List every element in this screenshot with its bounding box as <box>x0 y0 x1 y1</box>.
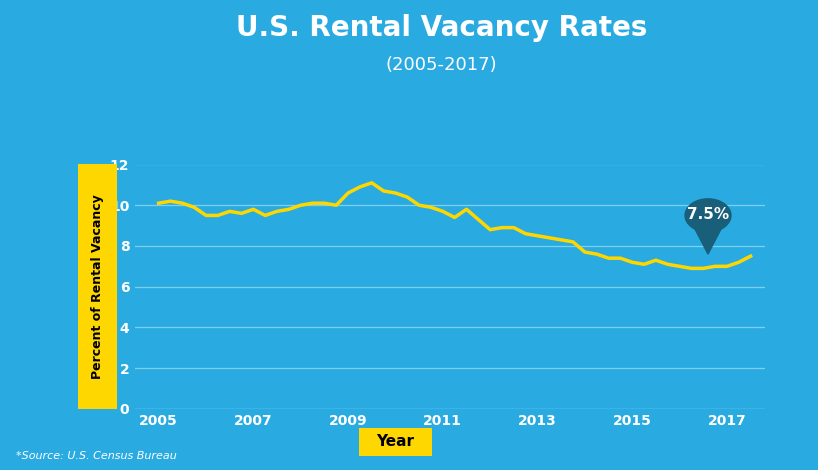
Text: U.S. Rental Vacancy Rates: U.S. Rental Vacancy Rates <box>236 14 647 42</box>
Text: 7.5%: 7.5% <box>687 207 729 222</box>
Polygon shape <box>694 228 721 254</box>
Text: Percent of Rental Vacancy: Percent of Rental Vacancy <box>91 194 104 379</box>
Text: *Source: U.S. Census Bureau: *Source: U.S. Census Bureau <box>16 451 178 461</box>
Text: (2005-2017): (2005-2017) <box>386 56 497 74</box>
Ellipse shape <box>685 198 731 233</box>
Text: Year: Year <box>376 434 415 449</box>
